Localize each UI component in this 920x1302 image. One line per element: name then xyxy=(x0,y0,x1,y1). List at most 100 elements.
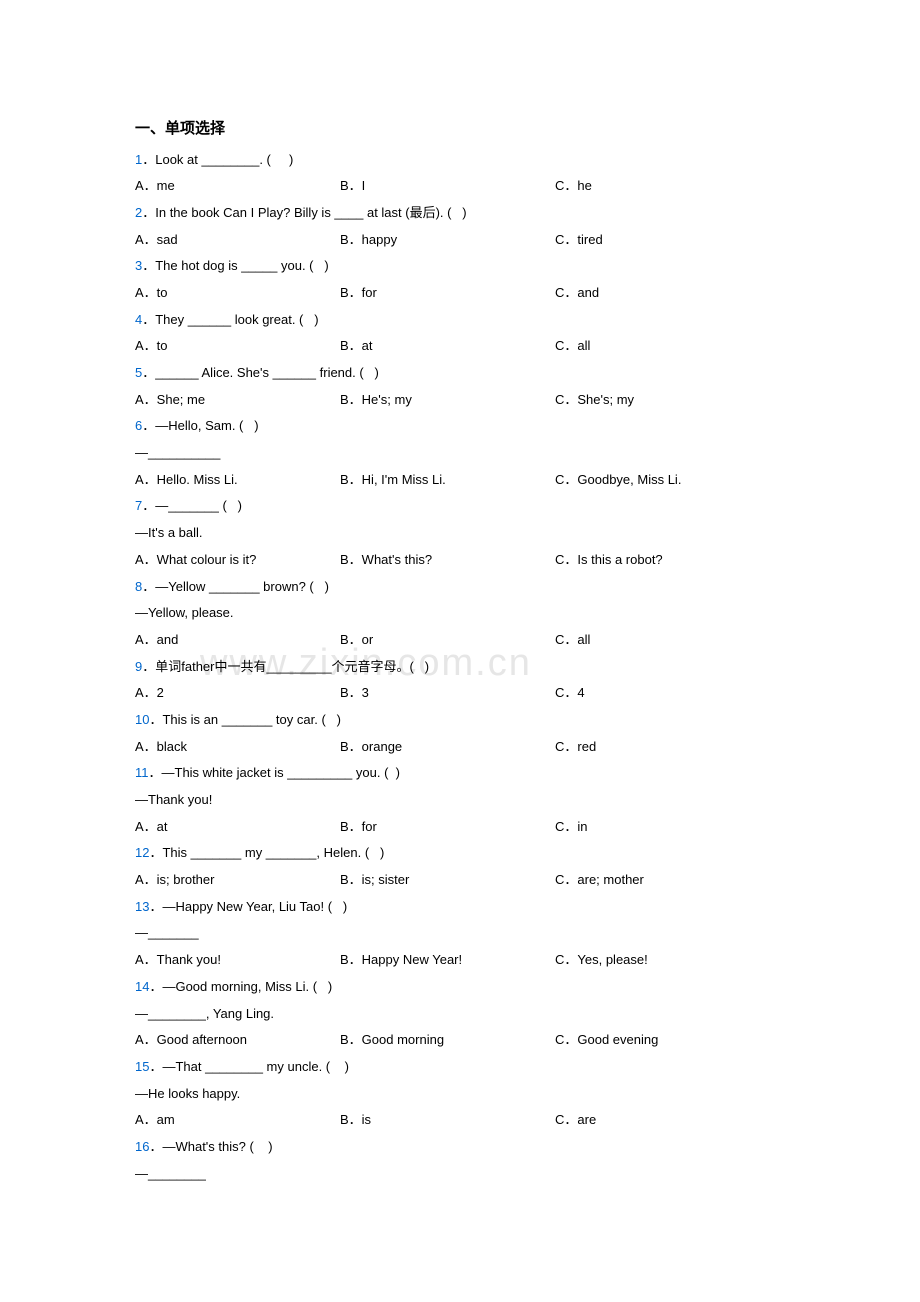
question-subline: —Thank you! xyxy=(135,788,785,813)
option-a: A．Good afternoon xyxy=(135,1028,340,1053)
option-c: C．Is this a robot? xyxy=(555,548,785,573)
option-c: C．4 xyxy=(555,681,785,706)
question-line: 1．Look at ________. ( ) xyxy=(135,148,785,173)
question-text: ．—Hello, Sam. ( ) xyxy=(142,418,258,433)
option-b: B．is xyxy=(340,1108,555,1133)
question-number: 14 xyxy=(135,979,149,994)
option-c: C．in xyxy=(555,815,785,840)
option-b: B．orange xyxy=(340,735,555,760)
question-text: ．—Yellow _______ brown? ( ) xyxy=(142,579,329,594)
option-c: C．Yes, please! xyxy=(555,948,785,973)
options-row: A．She; meB．He's; myC．She's; my xyxy=(135,388,785,413)
question-subline: —He looks happy. xyxy=(135,1082,785,1107)
option-a: A．at xyxy=(135,815,340,840)
question-text: ．—Good morning, Miss Li. ( ) xyxy=(149,979,332,994)
question-text: ．______ Alice. She's ______ friend. ( ) xyxy=(142,365,379,380)
question-number: 11 xyxy=(135,765,149,780)
option-b: B．for xyxy=(340,281,555,306)
options-row: A．toB．atC．all xyxy=(135,334,785,359)
options-row: A．Hello. Miss Li.B．Hi, I'm Miss Li.C．Goo… xyxy=(135,468,785,493)
option-c: C．red xyxy=(555,735,785,760)
option-b: B．is; sister xyxy=(340,868,555,893)
question-text: ．They ______ look great. ( ) xyxy=(142,312,318,327)
option-a: A．to xyxy=(135,334,340,359)
question-text: ．—Happy New Year, Liu Tao! ( ) xyxy=(149,899,347,914)
question-line: 16．—What's this? ( ) xyxy=(135,1135,785,1160)
options-row: A．sadB．happyC．tired xyxy=(135,228,785,253)
option-b: B．What's this? xyxy=(340,548,555,573)
question-line: 9．单词father中一共有_________个元音字母。( ) xyxy=(135,655,785,680)
question-text: ．In the book Can I Play? Billy is ____ a… xyxy=(142,205,466,220)
options-row: A．What colour is it?B．What's this?C．Is t… xyxy=(135,548,785,573)
option-c: C．are; mother xyxy=(555,868,785,893)
option-c: C．he xyxy=(555,174,785,199)
options-row: A．meB．IC．he xyxy=(135,174,785,199)
question-number: 15 xyxy=(135,1059,149,1074)
option-c: C．all xyxy=(555,334,785,359)
question-subline: —________, Yang Ling. xyxy=(135,1002,785,1027)
question-line: 11．—This white jacket is _________ you. … xyxy=(135,761,785,786)
option-b: B．Happy New Year! xyxy=(340,948,555,973)
question-number: 16 xyxy=(135,1139,149,1154)
option-b: B．He's; my xyxy=(340,388,555,413)
option-b: B．happy xyxy=(340,228,555,253)
question-subline: —It's a ball. xyxy=(135,521,785,546)
options-row: A．Thank you!B．Happy New Year!C．Yes, plea… xyxy=(135,948,785,973)
question-line: 14．—Good morning, Miss Li. ( ) xyxy=(135,975,785,1000)
option-a: A．Thank you! xyxy=(135,948,340,973)
question-text: ．单词father中一共有_________个元音字母。( ) xyxy=(142,659,429,674)
options-row: A．2B．3C．4 xyxy=(135,681,785,706)
section-title: 一、单项选择 xyxy=(135,115,785,144)
question-subline: —Yellow, please. xyxy=(135,601,785,626)
question-text: ．The hot dog is _____ you. ( ) xyxy=(142,258,328,273)
question-subline: —_______ xyxy=(135,921,785,946)
question-subline: —________ xyxy=(135,1162,785,1187)
option-a: A．to xyxy=(135,281,340,306)
option-b: B．3 xyxy=(340,681,555,706)
options-row: A．andB．orC．all xyxy=(135,628,785,653)
option-a: A．black xyxy=(135,735,340,760)
option-a: A．What colour is it? xyxy=(135,548,340,573)
question-line: 15．—That ________ my uncle. ( ) xyxy=(135,1055,785,1080)
option-c: C．are xyxy=(555,1108,785,1133)
option-c: C．She's; my xyxy=(555,388,785,413)
question-number: 12 xyxy=(135,845,149,860)
option-a: A．She; me xyxy=(135,388,340,413)
options-row: A．toB．forC．and xyxy=(135,281,785,306)
question-line: 13．—Happy New Year, Liu Tao! ( ) xyxy=(135,895,785,920)
option-c: C．tired xyxy=(555,228,785,253)
option-b: B．or xyxy=(340,628,555,653)
question-number: 10 xyxy=(135,712,149,727)
option-b: B．Hi, I'm Miss Li. xyxy=(340,468,555,493)
option-b: B．for xyxy=(340,815,555,840)
question-line: 6．—Hello, Sam. ( ) xyxy=(135,414,785,439)
question-number: 13 xyxy=(135,899,149,914)
question-line: 5．______ Alice. She's ______ friend. ( ) xyxy=(135,361,785,386)
question-text: ．—This white jacket is _________ you. ( … xyxy=(149,765,400,780)
option-b: B．Good morning xyxy=(340,1028,555,1053)
options-row: A．amB．isC．are xyxy=(135,1108,785,1133)
options-row: A．is; brotherB．is; sisterC．are; mother xyxy=(135,868,785,893)
option-a: A．and xyxy=(135,628,340,653)
question-line: 3．The hot dog is _____ you. ( ) xyxy=(135,254,785,279)
question-line: 12．This _______ my _______, Helen. ( ) xyxy=(135,841,785,866)
question-subline: —__________ xyxy=(135,441,785,466)
option-a: A．2 xyxy=(135,681,340,706)
question-text: ．Look at ________. ( ) xyxy=(142,152,293,167)
question-text: ．This _______ my _______, Helen. ( ) xyxy=(149,845,384,860)
option-a: A．Hello. Miss Li. xyxy=(135,468,340,493)
questions-container: 1．Look at ________. ( )A．meB．IC．he2．In t… xyxy=(135,148,785,1187)
option-c: C．Goodbye, Miss Li. xyxy=(555,468,785,493)
page-content: 一、单项选择 1．Look at ________. ( )A．meB．IC．h… xyxy=(0,0,920,1218)
question-text: ．—That ________ my uncle. ( ) xyxy=(149,1059,348,1074)
option-a: A．sad xyxy=(135,228,340,253)
options-row: A．blackB．orangeC．red xyxy=(135,735,785,760)
question-line: 4．They ______ look great. ( ) xyxy=(135,308,785,333)
question-line: 10．This is an _______ toy car. ( ) xyxy=(135,708,785,733)
option-a: A．am xyxy=(135,1108,340,1133)
option-c: C．and xyxy=(555,281,785,306)
option-b: B．at xyxy=(340,334,555,359)
question-line: 2．In the book Can I Play? Billy is ____ … xyxy=(135,201,785,226)
question-text: ．—_______ ( ) xyxy=(142,498,242,513)
option-b: B．I xyxy=(340,174,555,199)
